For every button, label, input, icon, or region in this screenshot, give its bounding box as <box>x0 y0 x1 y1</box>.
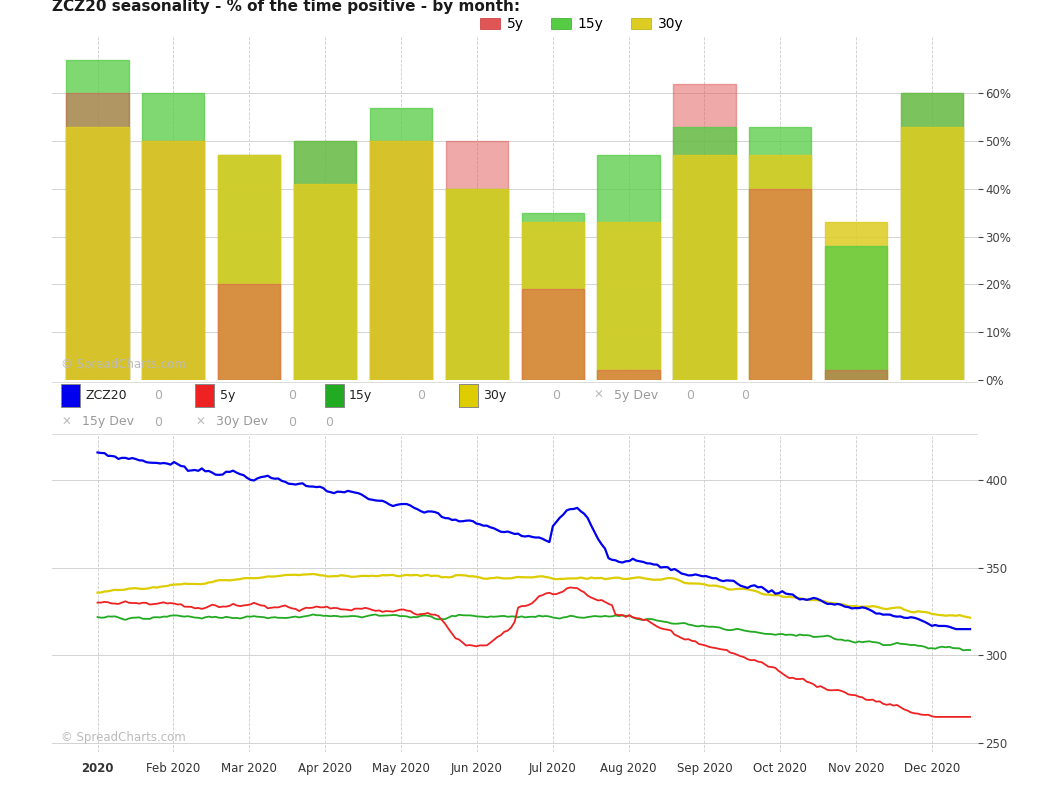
Text: 30y: 30y <box>484 389 506 402</box>
Bar <box>446 141 508 380</box>
Text: 0: 0 <box>288 389 296 402</box>
Text: 0: 0 <box>418 389 425 402</box>
Text: ZCZ20: ZCZ20 <box>85 389 127 402</box>
Text: ✕: ✕ <box>594 389 603 402</box>
Text: 30y Dev: 30y Dev <box>216 415 268 429</box>
FancyBboxPatch shape <box>326 385 343 407</box>
Bar <box>67 60 129 380</box>
Bar <box>522 290 583 380</box>
Bar <box>294 141 357 380</box>
Text: 0: 0 <box>154 389 162 402</box>
Bar <box>370 108 432 380</box>
Text: 5y: 5y <box>219 389 235 402</box>
Bar <box>218 155 281 380</box>
Text: 0: 0 <box>154 415 162 429</box>
Bar <box>446 189 508 380</box>
Bar <box>142 94 205 380</box>
Text: ✕: ✕ <box>61 415 71 429</box>
Text: 0: 0 <box>742 389 750 402</box>
Text: 5y Dev: 5y Dev <box>614 389 658 402</box>
Bar <box>142 141 205 380</box>
Text: 15y: 15y <box>349 389 372 402</box>
Text: 15y Dev: 15y Dev <box>81 415 133 429</box>
Text: 0: 0 <box>288 415 296 429</box>
Bar <box>598 155 659 380</box>
FancyBboxPatch shape <box>460 385 477 407</box>
Bar <box>370 141 432 380</box>
Bar <box>370 141 432 380</box>
Bar <box>522 213 583 380</box>
Bar <box>901 94 963 380</box>
Bar <box>294 184 357 380</box>
Bar <box>218 155 281 380</box>
Bar <box>294 141 357 380</box>
FancyBboxPatch shape <box>61 385 80 407</box>
Text: 0: 0 <box>326 415 333 429</box>
Bar <box>522 222 583 380</box>
Bar <box>67 126 129 380</box>
Bar <box>673 126 735 380</box>
Legend: 5y, 15y, 30y: 5y, 15y, 30y <box>480 17 683 31</box>
Bar <box>825 246 887 380</box>
Bar <box>825 370 887 380</box>
Text: 0: 0 <box>686 389 694 402</box>
FancyBboxPatch shape <box>196 385 214 407</box>
Bar <box>598 222 659 380</box>
Bar <box>218 285 281 380</box>
Bar <box>673 155 735 380</box>
Bar <box>673 84 735 380</box>
Bar <box>749 155 811 380</box>
Text: ✕: ✕ <box>196 415 205 429</box>
Bar <box>598 370 659 380</box>
Bar <box>825 222 887 380</box>
Text: ZCZ20 seasonality - % of the time positive - by month:: ZCZ20 seasonality - % of the time positi… <box>52 0 520 14</box>
Bar <box>901 126 963 380</box>
Bar <box>142 141 205 380</box>
Bar <box>901 94 963 380</box>
Bar <box>749 189 811 380</box>
Bar <box>749 126 811 380</box>
Text: 0: 0 <box>552 389 560 402</box>
Bar <box>67 94 129 380</box>
Text: © SpreadCharts.com: © SpreadCharts.com <box>61 358 186 371</box>
Bar <box>446 189 508 380</box>
Text: © SpreadCharts.com: © SpreadCharts.com <box>61 731 186 744</box>
